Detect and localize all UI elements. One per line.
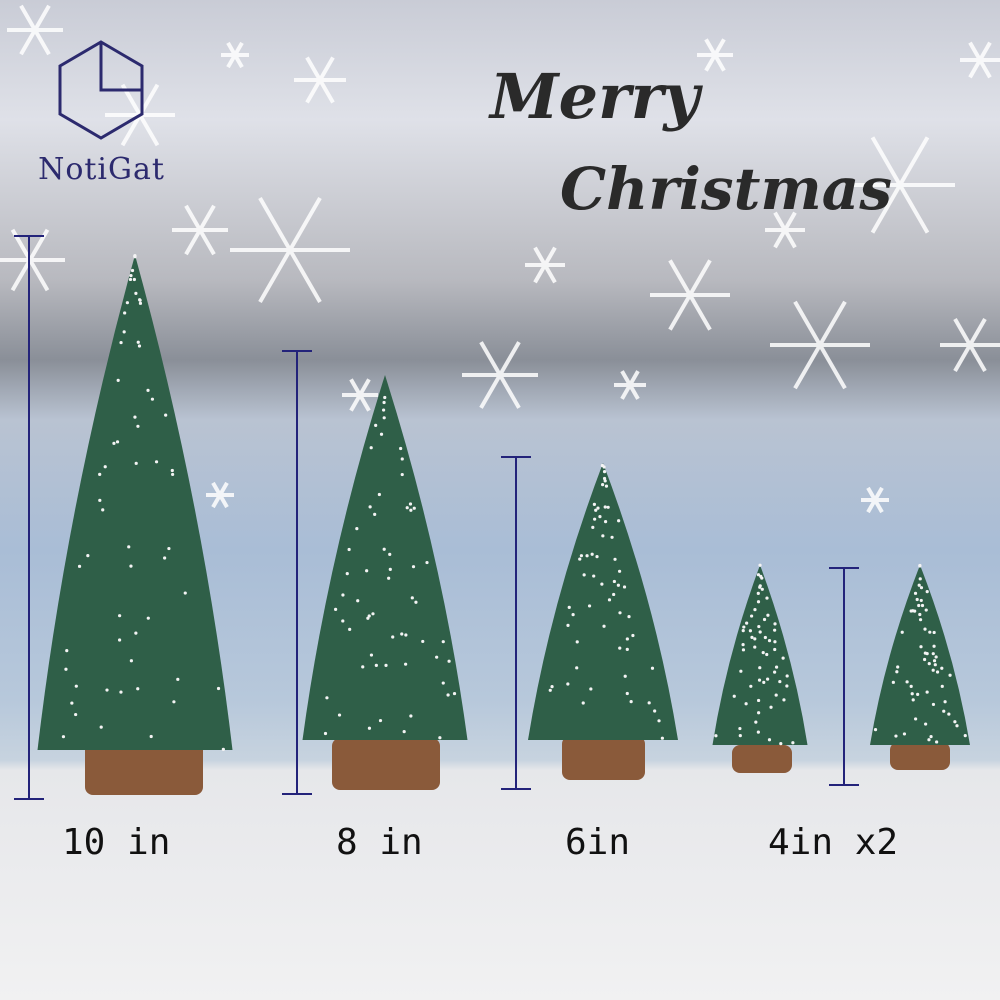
heading-line-1: Merry bbox=[490, 60, 699, 133]
size-label-6in: 6in bbox=[565, 822, 630, 863]
tree-4 bbox=[713, 564, 808, 773]
tree-foliage bbox=[303, 375, 468, 740]
snowflake-icon bbox=[960, 43, 1000, 78]
measure-line-4in bbox=[843, 567, 845, 786]
size-label-8in: 8 in bbox=[336, 822, 423, 863]
tree-2 bbox=[303, 375, 468, 790]
measure-line-6in bbox=[515, 456, 517, 790]
logo-text: NotiGat bbox=[14, 152, 189, 187]
tree-foliage bbox=[870, 565, 970, 745]
snowflake-icon bbox=[650, 260, 730, 329]
wood-base bbox=[732, 745, 792, 773]
snowflake-icon bbox=[940, 319, 1000, 371]
merry-christmas-heading: Merry Christmas bbox=[450, 60, 930, 260]
size-label-10in: 10 in bbox=[62, 822, 170, 863]
snowflake-icon bbox=[342, 379, 378, 410]
snowflake-icon bbox=[206, 483, 234, 507]
size-label-4in: 4in x2 bbox=[768, 822, 898, 863]
brand-logo: NotiGat bbox=[14, 38, 189, 187]
wood-base bbox=[562, 736, 645, 780]
measure-line-10in bbox=[28, 235, 30, 800]
tree-foliage bbox=[528, 463, 678, 740]
wood-base bbox=[332, 738, 440, 790]
wood-base bbox=[890, 742, 950, 770]
snowflake-icon bbox=[172, 206, 228, 254]
snowflake-icon bbox=[294, 57, 346, 102]
snowflake-icon bbox=[462, 342, 538, 408]
snowflake-icon bbox=[770, 302, 870, 389]
tree-foliage bbox=[38, 255, 233, 750]
tree-1 bbox=[38, 254, 233, 795]
tree-5 bbox=[870, 564, 970, 770]
trees bbox=[38, 254, 971, 795]
measure-line-8in bbox=[296, 350, 298, 795]
snowflake-icon bbox=[861, 488, 889, 512]
snowflake-icon bbox=[614, 371, 646, 399]
snowflake-icon bbox=[221, 43, 249, 67]
snowflake-icon bbox=[0, 230, 65, 291]
snowflake-icon bbox=[230, 198, 350, 302]
heading-line-2: Christmas bbox=[560, 155, 892, 223]
tree-foliage bbox=[713, 565, 808, 745]
tree-3 bbox=[528, 463, 678, 780]
logo-hexagon-icon bbox=[14, 38, 189, 148]
